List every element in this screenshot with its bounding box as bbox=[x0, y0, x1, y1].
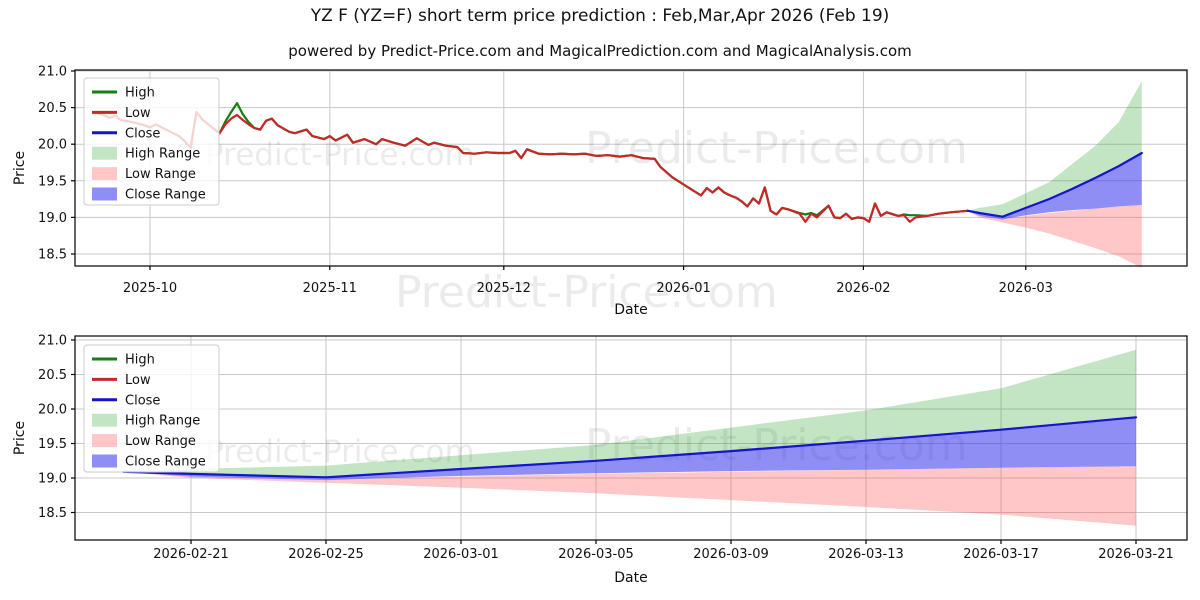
legend-patch-swatch bbox=[92, 434, 117, 448]
price-tick-label: 21.0 bbox=[38, 65, 67, 80]
low-range-band bbox=[123, 466, 1136, 526]
close-range-band bbox=[967, 153, 1142, 220]
date-tick-label: 2026-03-01 bbox=[423, 547, 499, 562]
date-tick-label: 2026-03 bbox=[999, 281, 1053, 296]
legend-item-close: Close bbox=[92, 393, 160, 408]
date-tick-label: 2025-10 bbox=[123, 281, 177, 296]
watermark-text: Predict-Price.com bbox=[205, 137, 475, 173]
legend-label: High Range bbox=[125, 147, 200, 162]
price-tick-label: 18.5 bbox=[38, 248, 67, 263]
legend-label: Low Range bbox=[125, 167, 196, 182]
date-tick-label: 2026-02-21 bbox=[153, 547, 229, 562]
legend-box bbox=[83, 344, 220, 473]
price-tick-label: 19.0 bbox=[38, 211, 67, 226]
date-tick-label: 2026-01 bbox=[656, 281, 710, 296]
figure-subtitle: powered by Predict-Price.com and Magical… bbox=[288, 42, 912, 60]
date-tick-label: 2026-03-21 bbox=[1098, 547, 1174, 562]
x-axis-label: Date bbox=[614, 302, 647, 318]
legend-item-low-range: Low Range bbox=[92, 434, 196, 449]
legend-item-high: High bbox=[92, 86, 155, 101]
close-range-band bbox=[123, 417, 1136, 481]
figure-title: YZ F (YZ=F) short term price prediction … bbox=[310, 6, 890, 26]
legend-box bbox=[83, 77, 220, 206]
legend-item-high: High bbox=[92, 353, 155, 368]
close-line bbox=[966, 151, 1143, 218]
plot-border bbox=[74, 69, 1188, 267]
price-tick-label: 18.5 bbox=[38, 506, 67, 521]
watermark-text: Predict-Price.com bbox=[395, 267, 778, 318]
y-axis-label: Price bbox=[12, 421, 28, 455]
date-tick-label: 2026-02-25 bbox=[288, 547, 364, 562]
legend-item-low: Low bbox=[92, 373, 151, 388]
legend-item-close-range: Close Range bbox=[92, 454, 206, 470]
legend-patch-swatch bbox=[92, 146, 117, 160]
price-tick-label: 20.5 bbox=[38, 368, 67, 383]
price-tick-label: 19.0 bbox=[38, 472, 67, 487]
legend-item-low-range: Low Range bbox=[92, 167, 196, 182]
legend-item-low: Low bbox=[92, 106, 151, 121]
legend-patch-swatch bbox=[92, 187, 117, 201]
legend-item-close-range: Close Range bbox=[92, 187, 206, 203]
low-range-band bbox=[967, 205, 1142, 268]
legend-label: Low bbox=[125, 373, 151, 388]
plot-border bbox=[74, 335, 1188, 541]
legend: High Low Close High Range Low Range Close Ran… bbox=[83, 344, 220, 473]
legend-item-high-range: High Range bbox=[92, 413, 200, 429]
grid bbox=[75, 336, 1187, 540]
legend-patch-swatch bbox=[92, 167, 117, 181]
historical-prediction-chart: Predict-Price.com Predict-Price.com Predic… bbox=[12, 65, 1188, 318]
legend-label: High bbox=[125, 86, 155, 101]
legend-patch-swatch bbox=[92, 413, 117, 427]
legend-item-high-range: High Range bbox=[92, 146, 200, 162]
legend-label: Close Range bbox=[125, 455, 206, 470]
legend-item-close: Close bbox=[92, 126, 160, 141]
price-tick-label: 19.5 bbox=[38, 437, 67, 452]
date-tick-label: 2026-03-05 bbox=[558, 547, 634, 562]
date-tick-label: 2026-03-17 bbox=[963, 547, 1039, 562]
price-tick-label: 20.0 bbox=[38, 138, 67, 153]
price-tick-label: 21.0 bbox=[38, 334, 67, 349]
date-tick-label: 2025-12 bbox=[477, 281, 531, 296]
legend-label: Close bbox=[125, 393, 160, 408]
high-range-band bbox=[123, 349, 1136, 478]
price-tick-label: 20.5 bbox=[38, 101, 67, 116]
price-tick-label: 20.0 bbox=[38, 403, 67, 418]
high-range-band bbox=[967, 81, 1142, 217]
date-tick-label: 2025-11 bbox=[303, 281, 357, 296]
legend-label: High bbox=[125, 353, 155, 368]
legend-patch-swatch bbox=[92, 454, 117, 468]
legend: High Low Close High Range Low Range Close Ran… bbox=[83, 77, 220, 206]
date-tick-label: 2026-02 bbox=[836, 281, 890, 296]
close-line bbox=[122, 416, 1138, 479]
legend-label: Close bbox=[125, 126, 160, 141]
x-axis-label: Date bbox=[614, 570, 647, 586]
y-axis-label: Price bbox=[12, 151, 28, 185]
legend-label: High Range bbox=[125, 414, 200, 429]
watermark-text: Predict-Price.com bbox=[585, 123, 968, 174]
forecast-detail-chart: Predict-Price.comPredict-Price.com21.020… bbox=[12, 334, 1188, 586]
watermark-text: Predict-Price.com bbox=[205, 434, 475, 470]
legend-label: Close Range bbox=[125, 188, 206, 203]
grid bbox=[75, 70, 1187, 266]
legend-label: Low Range bbox=[125, 434, 196, 449]
legend-label: Low bbox=[125, 106, 151, 121]
date-tick-label: 2026-03-09 bbox=[693, 547, 769, 562]
price-tick-label: 19.5 bbox=[38, 174, 67, 189]
date-tick-label: 2026-03-13 bbox=[828, 547, 904, 562]
low-line bbox=[96, 110, 969, 223]
